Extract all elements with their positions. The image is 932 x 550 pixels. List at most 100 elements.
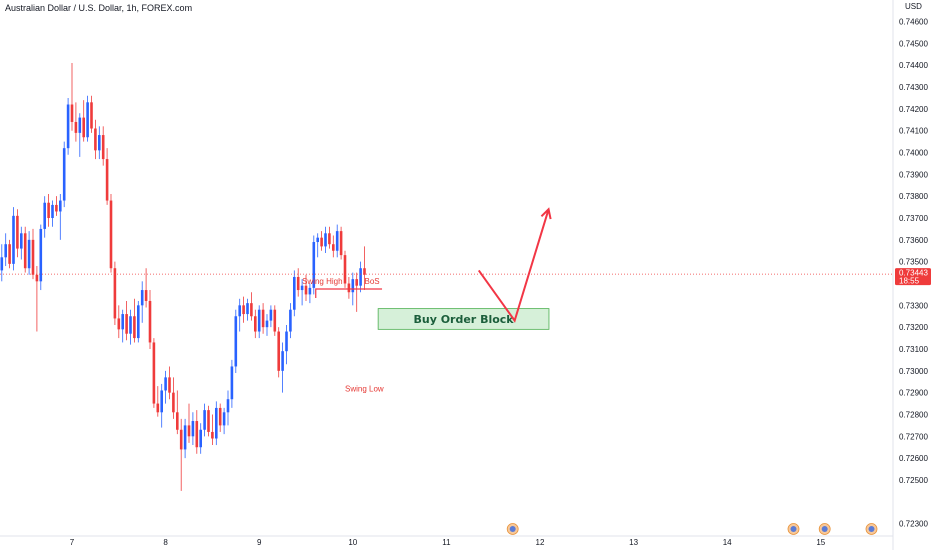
candle-body bbox=[332, 244, 335, 251]
time-tick-label: 9 bbox=[257, 538, 262, 547]
candle-body bbox=[8, 244, 11, 264]
candle-body bbox=[90, 102, 93, 129]
candle bbox=[339, 226, 343, 260]
price-tick-label: 0.72600 bbox=[899, 454, 928, 463]
candle-body bbox=[94, 128, 97, 151]
candle-body bbox=[113, 268, 117, 319]
candle bbox=[289, 303, 292, 339]
candle-body bbox=[257, 309, 261, 332]
candle-body bbox=[51, 204, 54, 219]
candle-body bbox=[148, 300, 152, 343]
event-flag-icon[interactable] bbox=[506, 523, 519, 535]
candle bbox=[312, 235, 316, 295]
buy-order-block[interactable] bbox=[377, 308, 550, 330]
candle-body bbox=[164, 377, 167, 391]
candle-body bbox=[55, 204, 58, 212]
time-tick-label: 7 bbox=[70, 538, 75, 547]
candle-body bbox=[62, 148, 66, 201]
candle bbox=[187, 403, 191, 443]
candle bbox=[74, 102, 78, 142]
candle-body bbox=[105, 159, 109, 201]
candle-body bbox=[320, 237, 323, 247]
candle bbox=[320, 231, 323, 251]
candle bbox=[277, 327, 280, 378]
candle-body bbox=[265, 320, 269, 328]
candle-body bbox=[140, 290, 144, 306]
event-flag-icon[interactable] bbox=[818, 523, 831, 535]
candle bbox=[137, 300, 140, 343]
candle-body bbox=[23, 233, 27, 269]
price-tick-label: 0.74400 bbox=[899, 61, 928, 70]
candle bbox=[39, 224, 43, 291]
candle-body bbox=[316, 237, 319, 243]
candle bbox=[254, 309, 257, 339]
candle-body bbox=[281, 351, 284, 371]
candle bbox=[316, 233, 319, 258]
candle bbox=[140, 281, 144, 323]
candle bbox=[238, 298, 241, 332]
candle-body bbox=[335, 231, 339, 251]
candle bbox=[234, 309, 238, 374]
candle-body bbox=[137, 305, 140, 339]
candle bbox=[296, 268, 300, 297]
candle-body bbox=[70, 104, 74, 122]
event-flag-icon[interactable] bbox=[787, 523, 800, 535]
candle-body bbox=[39, 228, 43, 282]
candle-body bbox=[35, 274, 39, 282]
price-tick-label: 0.74300 bbox=[899, 83, 928, 92]
price-tick-label: 0.73800 bbox=[899, 192, 928, 201]
candle bbox=[172, 377, 175, 419]
candle bbox=[0, 244, 4, 282]
candle-body bbox=[273, 309, 277, 332]
candle-body bbox=[347, 283, 351, 293]
candle bbox=[47, 194, 50, 227]
candle-body bbox=[86, 102, 89, 138]
candle-body bbox=[16, 215, 19, 249]
chart-title: Australian Dollar / U.S. Dollar, 1h, FOR… bbox=[5, 3, 193, 13]
candle-body bbox=[27, 239, 31, 269]
candle bbox=[222, 407, 226, 435]
candle bbox=[308, 283, 312, 304]
candle bbox=[359, 261, 362, 293]
candle bbox=[300, 279, 304, 306]
candle-body bbox=[269, 309, 273, 321]
candle-body bbox=[238, 305, 241, 317]
candle bbox=[101, 126, 105, 166]
candle bbox=[199, 423, 202, 454]
candle-body bbox=[308, 287, 312, 295]
candle bbox=[246, 298, 249, 321]
candle bbox=[335, 224, 339, 258]
last-price-value: 0.73443 bbox=[899, 269, 928, 278]
candle-body bbox=[355, 279, 358, 286]
candle-body bbox=[31, 239, 35, 275]
event-flag-icon[interactable] bbox=[865, 523, 878, 535]
candle bbox=[109, 194, 113, 273]
candle bbox=[269, 305, 273, 328]
candle-body bbox=[109, 200, 113, 269]
candle bbox=[164, 370, 167, 404]
candle bbox=[144, 268, 148, 308]
candle bbox=[347, 276, 351, 299]
candle bbox=[133, 298, 136, 343]
candle bbox=[78, 113, 82, 157]
candle-body bbox=[363, 268, 366, 275]
candle-body bbox=[351, 279, 355, 293]
candle-body bbox=[183, 425, 187, 450]
time-axis[interactable]: 7 8 9 10 11 12 13 14 15 bbox=[0, 535, 893, 547]
economic-events[interactable] bbox=[506, 523, 878, 535]
candle bbox=[98, 126, 101, 160]
candle bbox=[59, 194, 62, 240]
candle-body bbox=[215, 407, 218, 439]
candle bbox=[4, 233, 7, 267]
candle bbox=[293, 270, 296, 317]
candle-body bbox=[160, 390, 163, 413]
candle-body bbox=[339, 231, 343, 256]
candle-body bbox=[129, 316, 132, 334]
candle bbox=[328, 226, 331, 249]
price-tick-label: 0.72900 bbox=[899, 389, 928, 398]
price-tick-label: 0.74000 bbox=[899, 149, 928, 158]
candle bbox=[176, 390, 179, 435]
price-axis[interactable]: 0.74600 0.74500 0.74400 0.74300 0.74200 0.741… bbox=[899, 18, 928, 529]
candle-body bbox=[12, 215, 15, 264]
